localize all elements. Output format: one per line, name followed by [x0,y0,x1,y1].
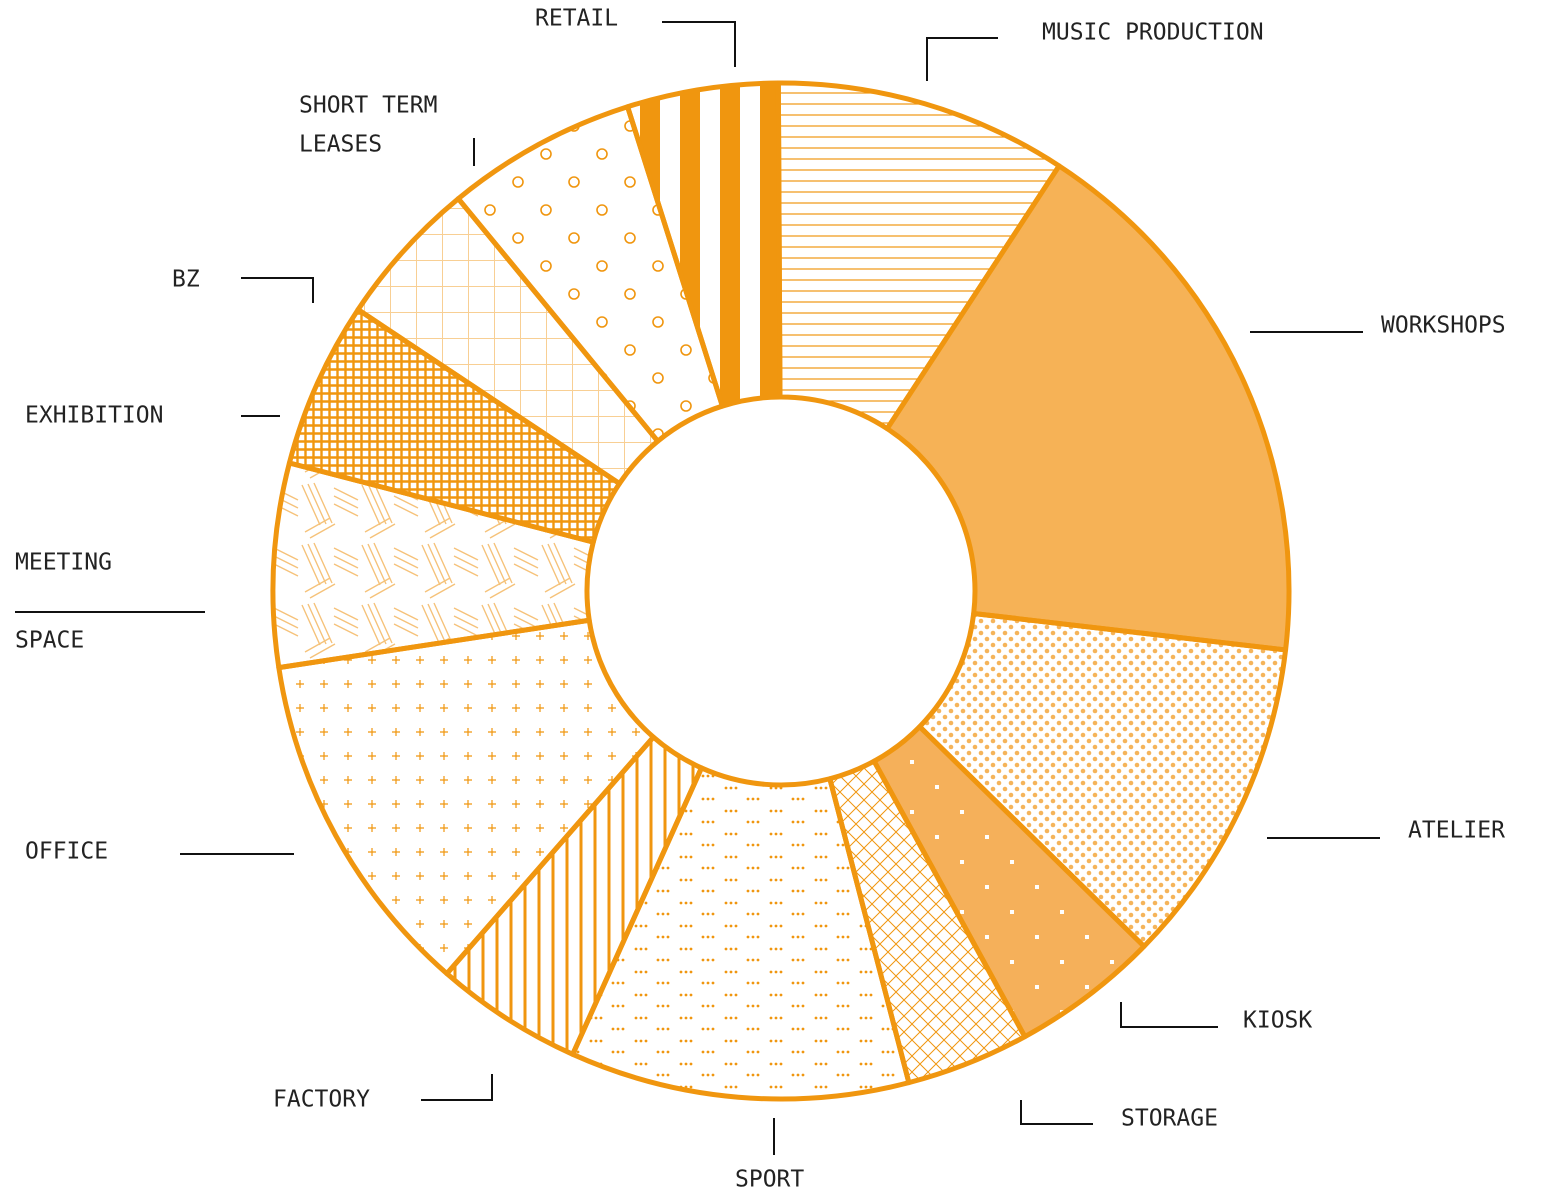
leader-line-music-production [926,37,998,81]
leader-line-storage [1020,1100,1093,1125]
label-workshops: WORKSHOPS [1381,313,1506,339]
leader-line-kiosk [1120,1002,1218,1028]
label-short-term-leases-line-2: LEASES [299,132,382,158]
label-storage: STORAGE [1121,1106,1218,1132]
slice-sport [570,765,912,1102]
slice-atelier [917,611,1289,949]
slice-music-production [775,80,1062,432]
label-bz: BZ [172,267,200,293]
slice-office [276,617,656,977]
leader-line-factory [421,1074,493,1101]
label-meeting-space-line-2: SPACE [15,628,84,654]
label-atelier: ATELIER [1408,818,1505,844]
slice-retail [625,80,783,409]
label-kiosk: KIOSK [1243,1008,1312,1034]
label-music-production: MUSIC PRODUCTION [1042,20,1264,46]
leader-line-retail [662,21,736,67]
label-meeting-space-line-1: MEETING [15,550,112,576]
label-short-term-leases-line-1: SHORT TERM [299,93,437,119]
label-sport: SPORT [735,1167,804,1193]
leader-line-bz [241,277,314,303]
label-exhibition: EXHIBITION [25,403,163,429]
label-factory: FACTORY [273,1087,370,1113]
slice-workshops [884,163,1292,653]
label-retail: RETAIL [535,6,618,32]
label-office: OFFICE [25,839,108,865]
